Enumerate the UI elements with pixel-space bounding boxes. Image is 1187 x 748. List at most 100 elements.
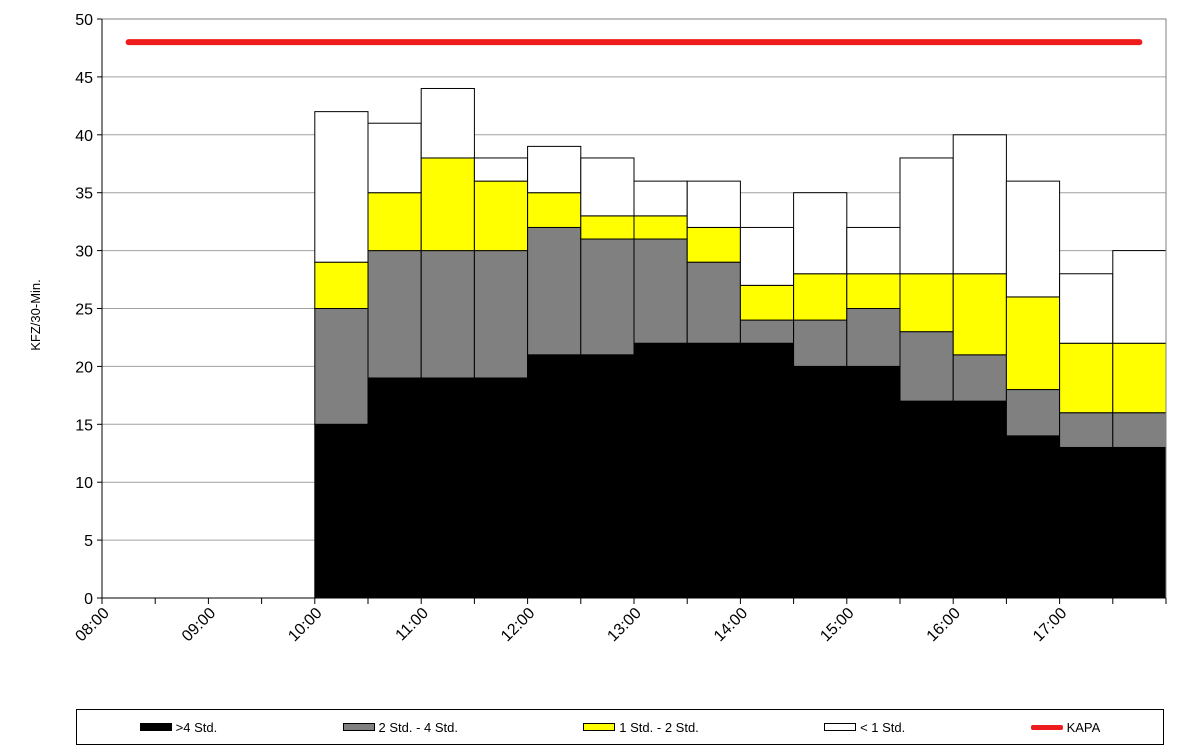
bar-segment	[952, 354, 1007, 402]
bar-segment	[633, 180, 688, 217]
bar-segment	[1059, 412, 1114, 448]
bar-segment	[793, 192, 848, 275]
bar-segment	[367, 122, 422, 194]
bar-segment	[952, 134, 1007, 275]
y-tick-label: 20	[75, 359, 93, 376]
x-tick-label: 09:00	[179, 605, 219, 645]
x-tick-label: 08:00	[72, 605, 112, 645]
bar-segment	[580, 157, 635, 217]
x-tick-label: 17:00	[1030, 605, 1070, 645]
legend-label: 1 Std. - 2 Std.	[619, 719, 699, 735]
bar-segment	[527, 226, 582, 356]
bar-segment	[1059, 273, 1114, 344]
bar-segment	[420, 377, 475, 599]
bars	[314, 87, 1167, 599]
y-axis-label: KFZ/30-Min.	[28, 279, 43, 351]
bar-segment	[899, 273, 954, 333]
stacked-bar-chart: 0 5 10 15 20 25 30 35 40 45 50 08:00 09:00 10:00 11:0…	[28, 12, 1167, 645]
bar-segment	[633, 215, 688, 240]
x-tick-label: 16:00	[924, 605, 964, 645]
bar-segment	[314, 308, 369, 425]
bar-segment	[580, 215, 635, 240]
bar-segment	[686, 342, 741, 599]
x-tick-label: 10:00	[285, 605, 325, 645]
x-tick-label: 12:00	[498, 605, 538, 645]
bar-segment	[527, 145, 582, 194]
bar-segment	[473, 180, 529, 252]
bar-segment	[793, 273, 848, 321]
bar-segment	[367, 192, 422, 252]
x-tick-label: 14:00	[711, 605, 751, 645]
legend-item: >4 Std.	[139, 719, 218, 735]
bar-segment	[473, 377, 529, 599]
bar-segment	[314, 261, 369, 309]
bar-segment	[633, 238, 688, 344]
bar-segment	[1112, 250, 1167, 344]
x-tick-label: 11:00	[393, 605, 433, 645]
legend-label: >4 Std.	[175, 719, 218, 735]
bar-segment	[1005, 180, 1061, 298]
y-tick-label: 15	[75, 417, 93, 434]
bar-segment	[1005, 435, 1061, 599]
legend-item: KAPA	[1030, 719, 1101, 735]
bar-segment	[1112, 412, 1167, 448]
bar-segment	[739, 226, 795, 286]
y-tick-label: 50	[75, 12, 93, 29]
bar-segment	[846, 308, 901, 367]
bar-segment	[952, 400, 1007, 599]
legend-swatch	[583, 723, 616, 731]
x-tick-label: 13:00	[604, 605, 644, 645]
legend-swatch	[342, 723, 375, 731]
y-tick-labels: 0 5 10 15 20 25 30 35 40 45 50	[75, 12, 93, 608]
bar-segment	[739, 284, 795, 321]
bar-segment	[420, 87, 475, 159]
x-tick-label: 15:00	[817, 605, 857, 645]
bar-segment	[314, 111, 369, 263]
axes	[97, 18, 1167, 604]
bar-segment	[899, 331, 954, 402]
bar-segment	[1059, 446, 1114, 599]
bar-segment	[473, 250, 529, 379]
bar-segment	[686, 180, 741, 228]
bar-segment	[793, 319, 848, 367]
bar-segment	[899, 400, 954, 599]
bar-segment	[846, 226, 901, 275]
bar-segment	[846, 273, 901, 310]
bar-segment	[580, 354, 635, 599]
legend-swatch	[139, 723, 172, 731]
bar-segment	[314, 423, 369, 599]
bar-segment	[1005, 389, 1061, 437]
y-tick-label: 30	[75, 244, 93, 261]
y-tick-label: 25	[75, 302, 93, 319]
legend-item: 1 Std. - 2 Std.	[583, 720, 699, 735]
legend-swatch	[1030, 724, 1063, 730]
bar-segment	[473, 157, 529, 182]
legend-swatch	[824, 723, 857, 731]
bar-segment	[367, 377, 422, 599]
bar-segment	[580, 238, 635, 356]
bar-segment	[1112, 342, 1167, 414]
legend-label: < 1 Std.	[860, 719, 906, 735]
x-tick-labels: 08:00 09:00 10:00 11:00 12:00 13:00 14:00 15:00…	[72, 605, 1070, 645]
bar-segment	[1005, 296, 1061, 391]
bar-segment	[633, 342, 688, 599]
bar-segment	[1059, 342, 1114, 414]
legend: >4 Std. 2 Std. - 4 Std. 1 Std. - 2 Std. < 1…	[76, 709, 1164, 745]
bar-segment	[899, 157, 954, 275]
bar-segment	[686, 226, 741, 263]
bar-segment	[527, 192, 582, 228]
y-tick-label: 45	[75, 70, 93, 87]
legend-label: KAPA	[1066, 719, 1101, 735]
bar-segment	[846, 365, 901, 599]
bar-segment	[739, 319, 795, 344]
bar-segment	[527, 354, 582, 599]
legend-item: < 1 Std.	[824, 720, 905, 735]
bar-segment	[686, 261, 741, 344]
y-tick-label: 10	[75, 475, 93, 492]
legend-item: 2 Std. - 4 Std.	[342, 720, 458, 735]
bar-segment	[793, 365, 848, 599]
bar-segment	[952, 273, 1007, 356]
bar-segment	[420, 157, 475, 252]
y-tick-label: 0	[84, 591, 93, 608]
bar-segment	[367, 250, 422, 379]
